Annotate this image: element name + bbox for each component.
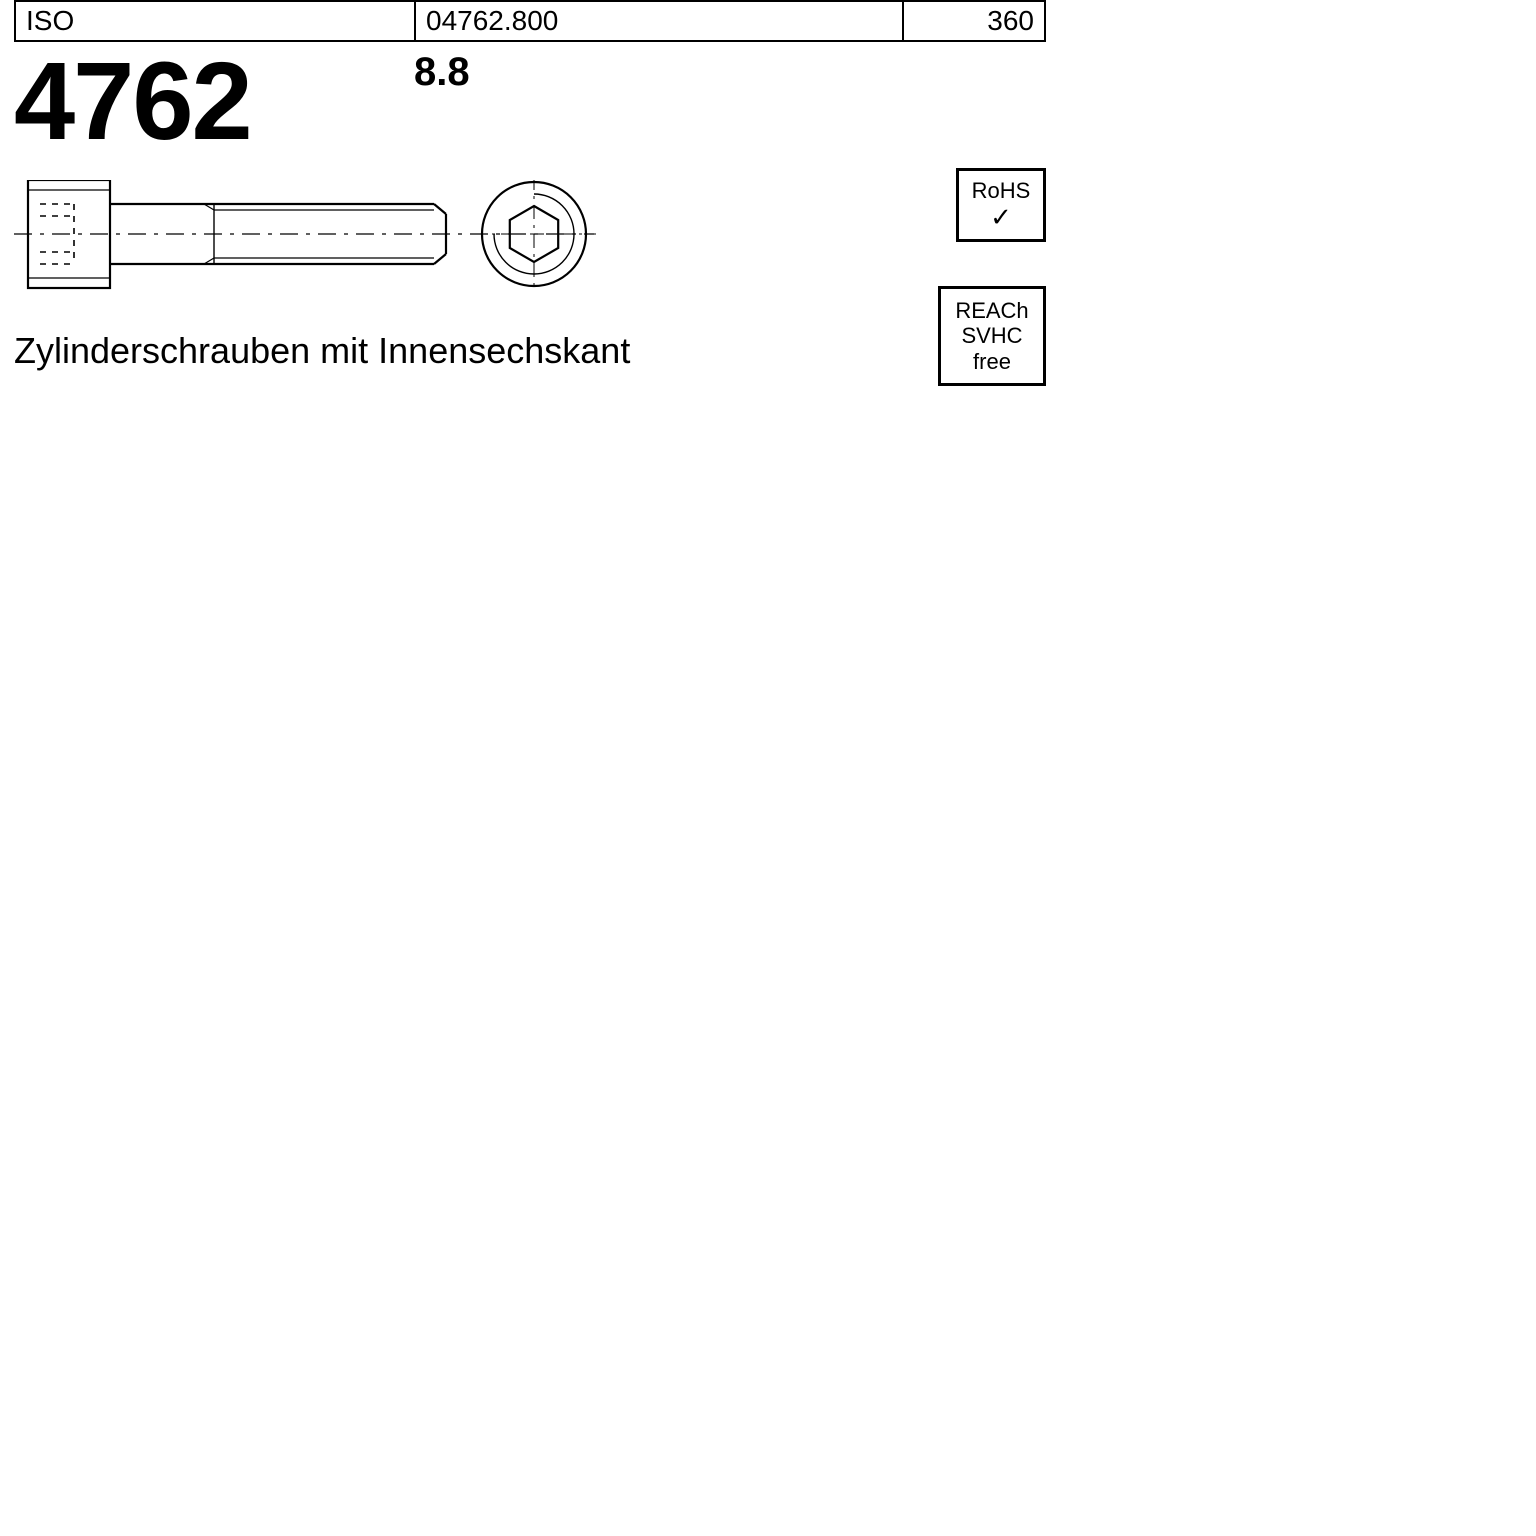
header-col-standard: ISO xyxy=(16,2,416,40)
reach-compliance-badge: REACh SVHC free xyxy=(938,286,1046,386)
header-col-code: 04762.800 xyxy=(416,2,904,40)
checkmark-icon: ✓ xyxy=(990,204,1012,230)
reach-line1: REACh xyxy=(955,298,1028,323)
reach-line3: free xyxy=(973,349,1011,374)
rohs-compliance-badge: RoHS ✓ xyxy=(956,168,1046,242)
strength-grade: 8.8 xyxy=(414,50,470,95)
datasheet-card: ISO 04762.800 360 4762 8.8 xyxy=(0,0,1536,1536)
screw-technical-drawing xyxy=(14,180,614,305)
header-col-right: 360 xyxy=(904,2,1044,40)
header-row: ISO 04762.800 360 xyxy=(14,0,1046,42)
reach-line2: SVHC xyxy=(961,323,1022,348)
product-description: Zylinderschrauben mit Innensechskant xyxy=(14,330,630,372)
rohs-label: RoHS xyxy=(972,180,1031,202)
standard-number: 4762 xyxy=(14,38,251,165)
